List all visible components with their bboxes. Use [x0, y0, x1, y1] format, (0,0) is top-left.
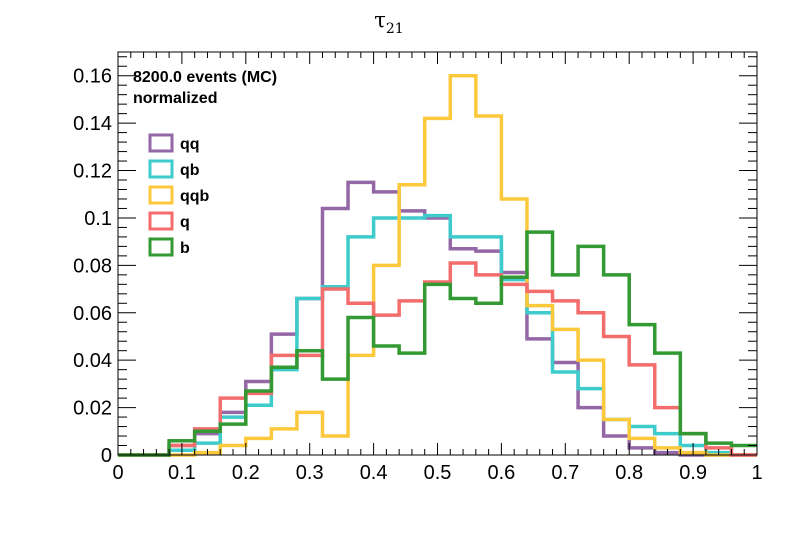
legend-swatch-qq	[148, 133, 174, 153]
x-tick-label: 0.2	[232, 462, 260, 484]
x-tick-label: 0.9	[679, 462, 707, 484]
x-tick-label: 0.6	[487, 462, 515, 484]
histogram-qqb	[118, 73, 757, 457]
histogram-b	[118, 230, 757, 457]
legend-swatch-qqb	[148, 185, 174, 205]
legend-label-q: q	[180, 214, 190, 231]
histogram-qq	[118, 180, 757, 457]
legend-label-qqb: qqb	[180, 188, 210, 205]
x-tick-label: 0.8	[615, 462, 643, 484]
y-tick-label: 0.02	[73, 398, 112, 420]
chart-title: τ21	[374, 8, 403, 37]
axes: 0 0.1 0.2 0.3 0.4 0.5 0.6 0.7 0.8 0.9 1 0 0.02 0.04 0.…	[73, 51, 763, 484]
histogram-series	[118, 73, 757, 457]
legend-label-qq: qq	[180, 136, 200, 153]
y-tick-label: 0.14	[73, 113, 112, 135]
x-tick-label: 0.5	[424, 462, 452, 484]
y-tick-label: 0	[101, 445, 112, 467]
legend-swatch-q	[148, 211, 174, 231]
y-tick-label: 0.08	[73, 255, 112, 277]
info-normalized: normalized	[133, 90, 217, 107]
legend-label-b: b	[180, 240, 190, 257]
title-subscript: 21	[386, 21, 404, 37]
info-box: 8200.0 events (MC) normalized	[133, 69, 277, 107]
legend-label-qb: qb	[180, 162, 200, 179]
legend-swatch-qb	[148, 159, 174, 179]
x-tick-label: 1	[751, 462, 762, 484]
y-tick-label: 0.12	[73, 161, 112, 183]
x-tick-label: 0.7	[551, 462, 579, 484]
y-tick-label: 0.04	[73, 350, 112, 372]
plot-frame	[117, 51, 758, 456]
x-tick-label: 0.1	[168, 462, 196, 484]
x-tick-label: 0	[112, 462, 123, 484]
info-events: 8200.0 events (MC)	[133, 69, 277, 86]
histogram-qb	[118, 213, 757, 457]
y-tick-label: 0.1	[84, 208, 112, 230]
y-tick-label: 0.16	[73, 66, 112, 88]
y-tick-label: 0.06	[73, 303, 112, 325]
legend-swatch-b	[148, 237, 174, 257]
x-tick-label: 0.4	[360, 462, 388, 484]
histogram-q	[118, 261, 757, 457]
x-tick-label: 0.3	[296, 462, 324, 484]
title-symbol: τ	[374, 8, 386, 32]
